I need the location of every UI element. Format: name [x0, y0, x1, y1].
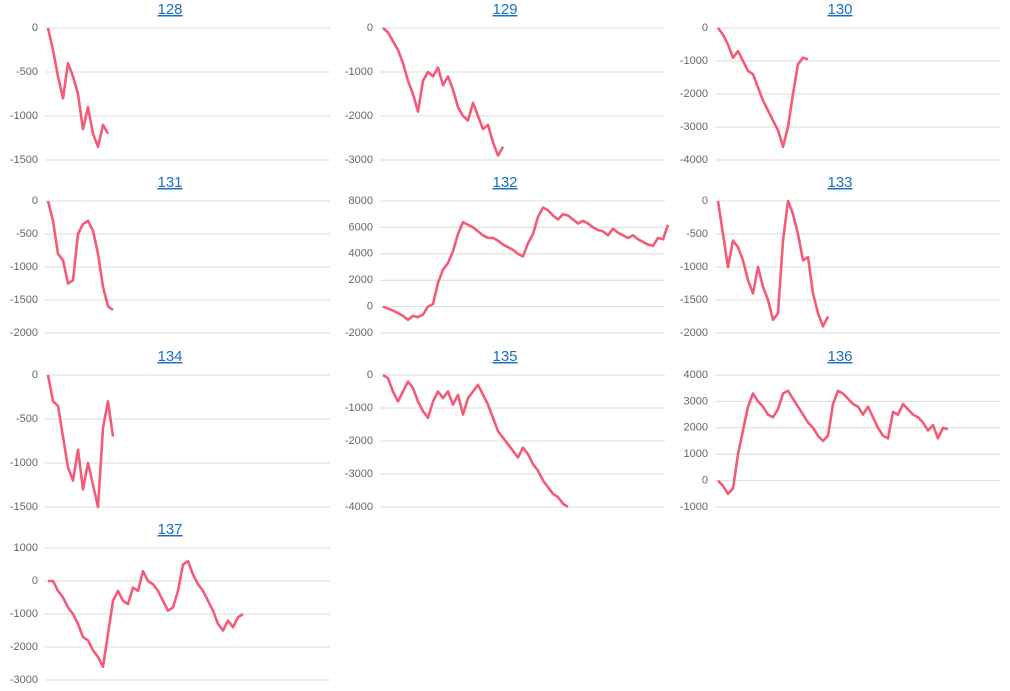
y-tick-label: 2000	[349, 274, 373, 286]
data-line	[46, 200, 114, 311]
y-tick-label: -1000	[345, 66, 373, 78]
y-tick-label: -1500	[680, 294, 708, 306]
y-tick-label: -2000	[680, 327, 708, 339]
y-tick-label: -2000	[345, 435, 373, 447]
y-tick-label: 6000	[349, 221, 373, 233]
y-tick-label: 0	[367, 301, 373, 313]
y-tick-label: 0	[702, 22, 708, 34]
y-tick-label: -2000	[10, 327, 38, 339]
y-tick-label: -4000	[680, 154, 708, 166]
y-tick-label: 3000	[684, 395, 708, 407]
chart-title[interactable]: 137	[157, 521, 182, 538]
data-line	[382, 27, 505, 157]
chart-title[interactable]: 132	[492, 174, 517, 191]
y-tick-label: -1000	[10, 261, 38, 273]
chart-title[interactable]: 128	[157, 1, 182, 18]
data-line	[382, 206, 670, 322]
data-line	[48, 559, 244, 669]
y-tick-label: 0	[367, 22, 373, 34]
y-tick-label: 4000	[684, 369, 708, 381]
y-tick-label: 0	[32, 575, 38, 587]
data-line	[716, 27, 809, 149]
y-tick-label: 0	[32, 369, 38, 381]
chart-title[interactable]: 130	[827, 1, 852, 18]
y-tick-label: -1500	[10, 501, 38, 513]
y-tick-label: -2000	[680, 88, 708, 100]
data-line	[46, 374, 115, 509]
y-tick-label: -2000	[10, 641, 38, 653]
y-tick-label: -2000	[345, 327, 373, 339]
data-line	[46, 27, 110, 149]
y-tick-label: 2000	[684, 422, 708, 434]
y-tick-label: -1000	[680, 501, 708, 513]
chart-title[interactable]: 136	[827, 348, 852, 365]
chart-title[interactable]: 133	[827, 174, 852, 191]
data-line	[717, 389, 949, 496]
y-tick-label: -1000	[10, 608, 38, 620]
y-tick-label: 4000	[349, 248, 373, 260]
y-tick-label: -3000	[680, 121, 708, 133]
y-tick-label: 1000	[14, 542, 38, 554]
y-tick-label: 0	[367, 369, 373, 381]
y-tick-label: -4000	[345, 501, 373, 513]
chart-title[interactable]: 135	[492, 348, 517, 365]
y-tick-label: -1000	[345, 402, 373, 414]
y-tick-label: -1000	[680, 55, 708, 67]
y-tick-label: 0	[702, 475, 708, 487]
y-tick-label: 8000	[349, 195, 373, 207]
y-tick-label: -500	[686, 228, 708, 240]
chart-title[interactable]: 129	[492, 1, 517, 18]
y-tick-label: 0	[32, 22, 38, 34]
y-tick-label: -1000	[10, 457, 38, 469]
y-tick-label: 1000	[684, 448, 708, 460]
chart-title[interactable]: 131	[157, 174, 182, 191]
y-tick-label: -1500	[10, 294, 38, 306]
y-tick-label: -3000	[10, 674, 38, 686]
data-line	[382, 373, 569, 509]
y-tick-label: -1000	[10, 110, 38, 122]
y-tick-label: -500	[16, 66, 38, 78]
y-tick-label: -1000	[680, 261, 708, 273]
y-tick-label: -3000	[345, 468, 373, 480]
y-tick-label: 0	[32, 195, 38, 207]
data-line	[716, 199, 830, 328]
y-tick-label: -1500	[10, 154, 38, 166]
y-tick-label: -500	[16, 228, 38, 240]
chart-title[interactable]: 134	[157, 348, 182, 365]
y-tick-label: -500	[16, 413, 38, 425]
y-tick-label: -3000	[345, 154, 373, 166]
y-tick-label: -2000	[345, 110, 373, 122]
y-tick-label: 0	[702, 195, 708, 207]
